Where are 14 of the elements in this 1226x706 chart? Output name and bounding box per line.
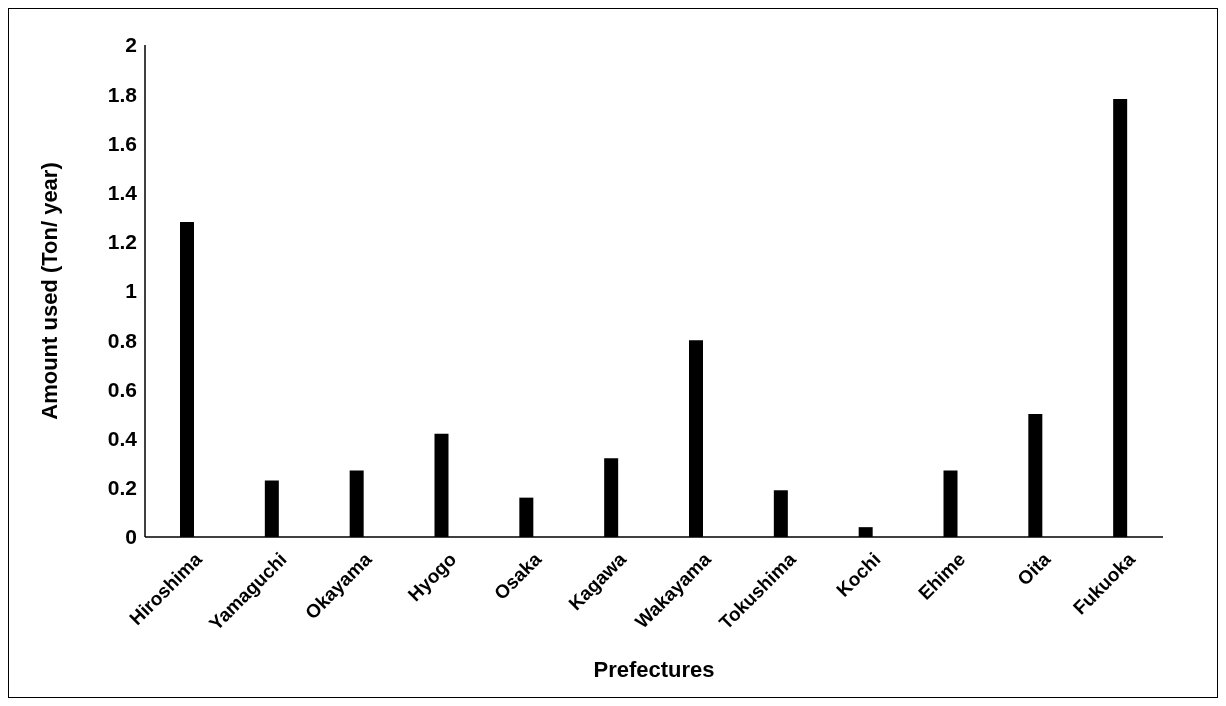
x-tick-label: Oita <box>1013 548 1055 590</box>
y-tick-label: 1.2 <box>107 230 137 254</box>
y-tick-label: 1.8 <box>107 82 138 106</box>
y-tick-label: 0.2 <box>107 476 137 500</box>
y-tick-label: 1.4 <box>107 181 138 205</box>
y-tick-label: 2 <box>125 33 137 57</box>
x-axis-title: Prefectures <box>593 657 715 682</box>
y-tick-label: 0.6 <box>107 377 137 401</box>
y-tick-label: 1.6 <box>107 131 137 155</box>
y-tick-label: 1 <box>125 279 138 303</box>
y-tick-label: 0.4 <box>107 427 138 451</box>
y-axis-title: Amount used (Ton/ year) <box>36 162 62 420</box>
y-tick-label: 0.8 <box>107 328 138 352</box>
y-tick-label: 0 <box>125 525 137 549</box>
